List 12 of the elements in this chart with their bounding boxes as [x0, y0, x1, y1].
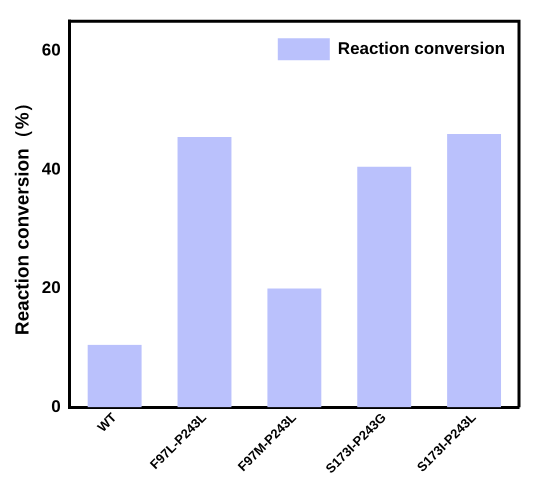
y-tick-label: 20: [42, 278, 61, 298]
x-tick-label: WT: [94, 410, 120, 435]
bar: [178, 137, 232, 408]
bar: [357, 166, 412, 408]
y-axis-title: Reaction conversion（%）: [12, 93, 34, 336]
y-tick-label: 40: [42, 159, 61, 178]
bar: [88, 344, 142, 408]
y-tick-label: 60: [42, 40, 61, 60]
bar: [267, 288, 322, 408]
y-tick-label: 0: [51, 396, 61, 416]
legend-label: Reaction conversion: [338, 38, 506, 58]
bar: [447, 134, 502, 408]
